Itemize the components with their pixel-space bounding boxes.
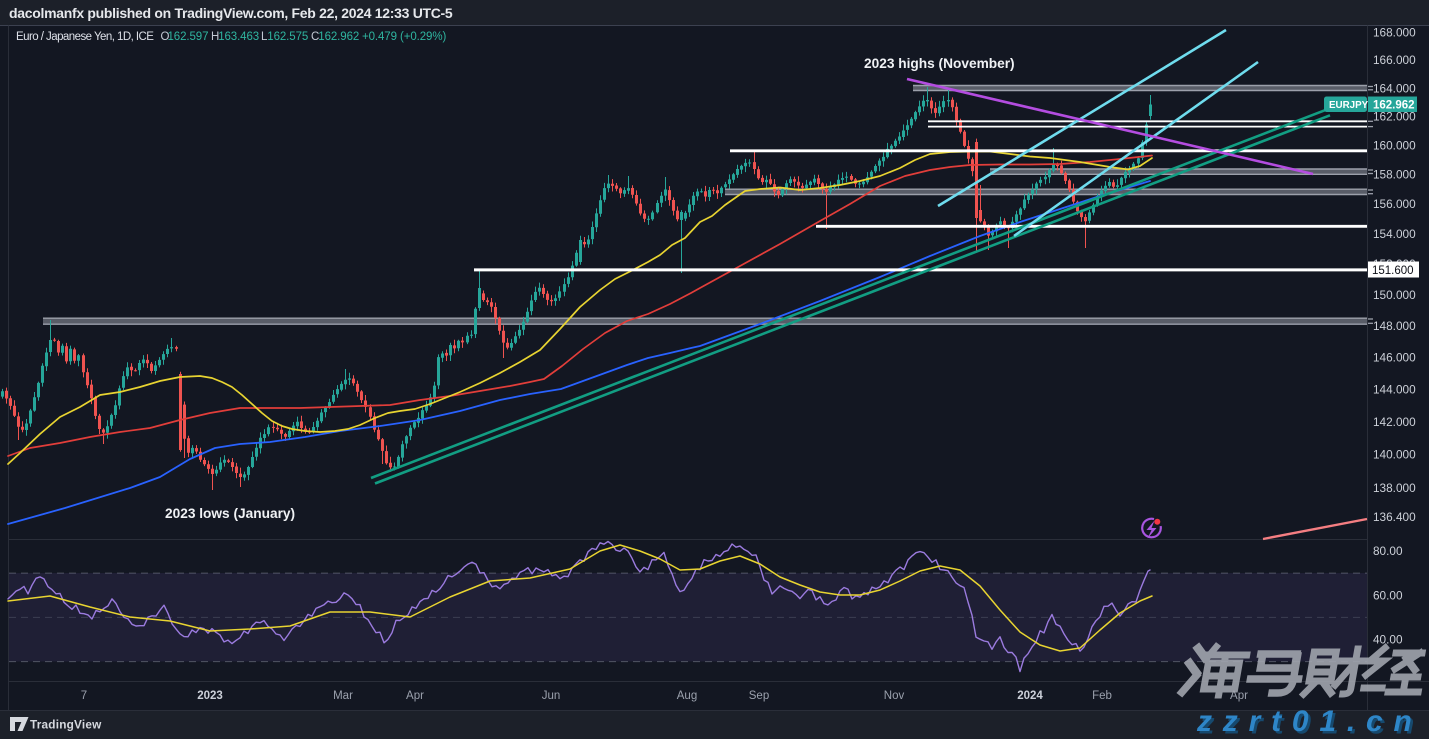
svg-text:2024: 2024 [1017,690,1043,702]
svg-text:148.000: 148.000 [1373,319,1416,333]
svg-text:166.000: 166.000 [1373,53,1416,67]
svg-text:dacolmanfx published on Tradin: dacolmanfx published on TradingView.com,… [9,5,453,21]
svg-text:142.000: 142.000 [1373,415,1416,429]
svg-text:Aug: Aug [677,690,697,702]
svg-text:140.000: 140.000 [1373,448,1416,462]
svg-text:Euro / Japanese Yen, 1D, ICE: Euro / Japanese Yen, 1D, ICE [16,31,154,43]
svg-text:156.000: 156.000 [1373,197,1416,211]
svg-text:163.463: 163.463 [218,31,259,43]
svg-text:H: H [211,31,219,43]
svg-text:162.597: 162.597 [168,31,209,43]
svg-text:2023 lows (January): 2023 lows (January) [165,506,295,521]
svg-text:zzrt01.cn: zzrt01.cn [1199,708,1426,739]
svg-text:168.000: 168.000 [1373,26,1416,40]
svg-text:L: L [261,31,268,43]
svg-text:144.000: 144.000 [1373,382,1416,396]
svg-text:zzrt01.cn: zzrt01.cn [1196,705,1423,738]
svg-text:2023 highs (November): 2023 highs (November) [864,56,1015,71]
svg-text:C: C [311,31,319,43]
svg-text:Jun: Jun [542,690,561,702]
svg-text:Apr: Apr [1230,690,1248,702]
svg-text:151.600: 151.600 [1372,265,1414,277]
svg-text:EURJPY: EURJPY [1329,100,1369,111]
svg-text:138.000: 138.000 [1373,481,1416,495]
svg-text:162.000: 162.000 [1373,110,1416,124]
svg-text:Feb: Feb [1092,690,1112,702]
svg-text:Sep: Sep [749,690,769,702]
svg-text:150.000: 150.000 [1373,288,1416,302]
svg-text:164.000: 164.000 [1373,81,1416,95]
svg-text:136.400: 136.400 [1373,510,1416,524]
svg-text:Apr: Apr [406,690,424,702]
svg-text:O: O [161,31,170,43]
svg-text:162.575: 162.575 [267,31,308,43]
svg-text:162.962: 162.962 [318,31,359,43]
svg-text:2023: 2023 [197,690,223,702]
svg-text:146.000: 146.000 [1373,350,1416,364]
svg-text:80.00: 80.00 [1373,544,1403,558]
svg-text:60.00: 60.00 [1373,588,1403,602]
svg-text:Mar: Mar [333,690,353,702]
svg-text:+0.479 (+0.29%): +0.479 (+0.29%) [362,31,446,43]
svg-text:Nov: Nov [884,690,905,702]
svg-text:162.962: 162.962 [1373,100,1415,112]
svg-text:154.000: 154.000 [1373,227,1416,241]
svg-text:158.000: 158.000 [1373,168,1416,182]
svg-text:160.000: 160.000 [1373,138,1416,152]
svg-text:40.00: 40.00 [1373,633,1403,647]
svg-text:7: 7 [81,690,87,702]
svg-text:TradingView: TradingView [30,718,102,732]
